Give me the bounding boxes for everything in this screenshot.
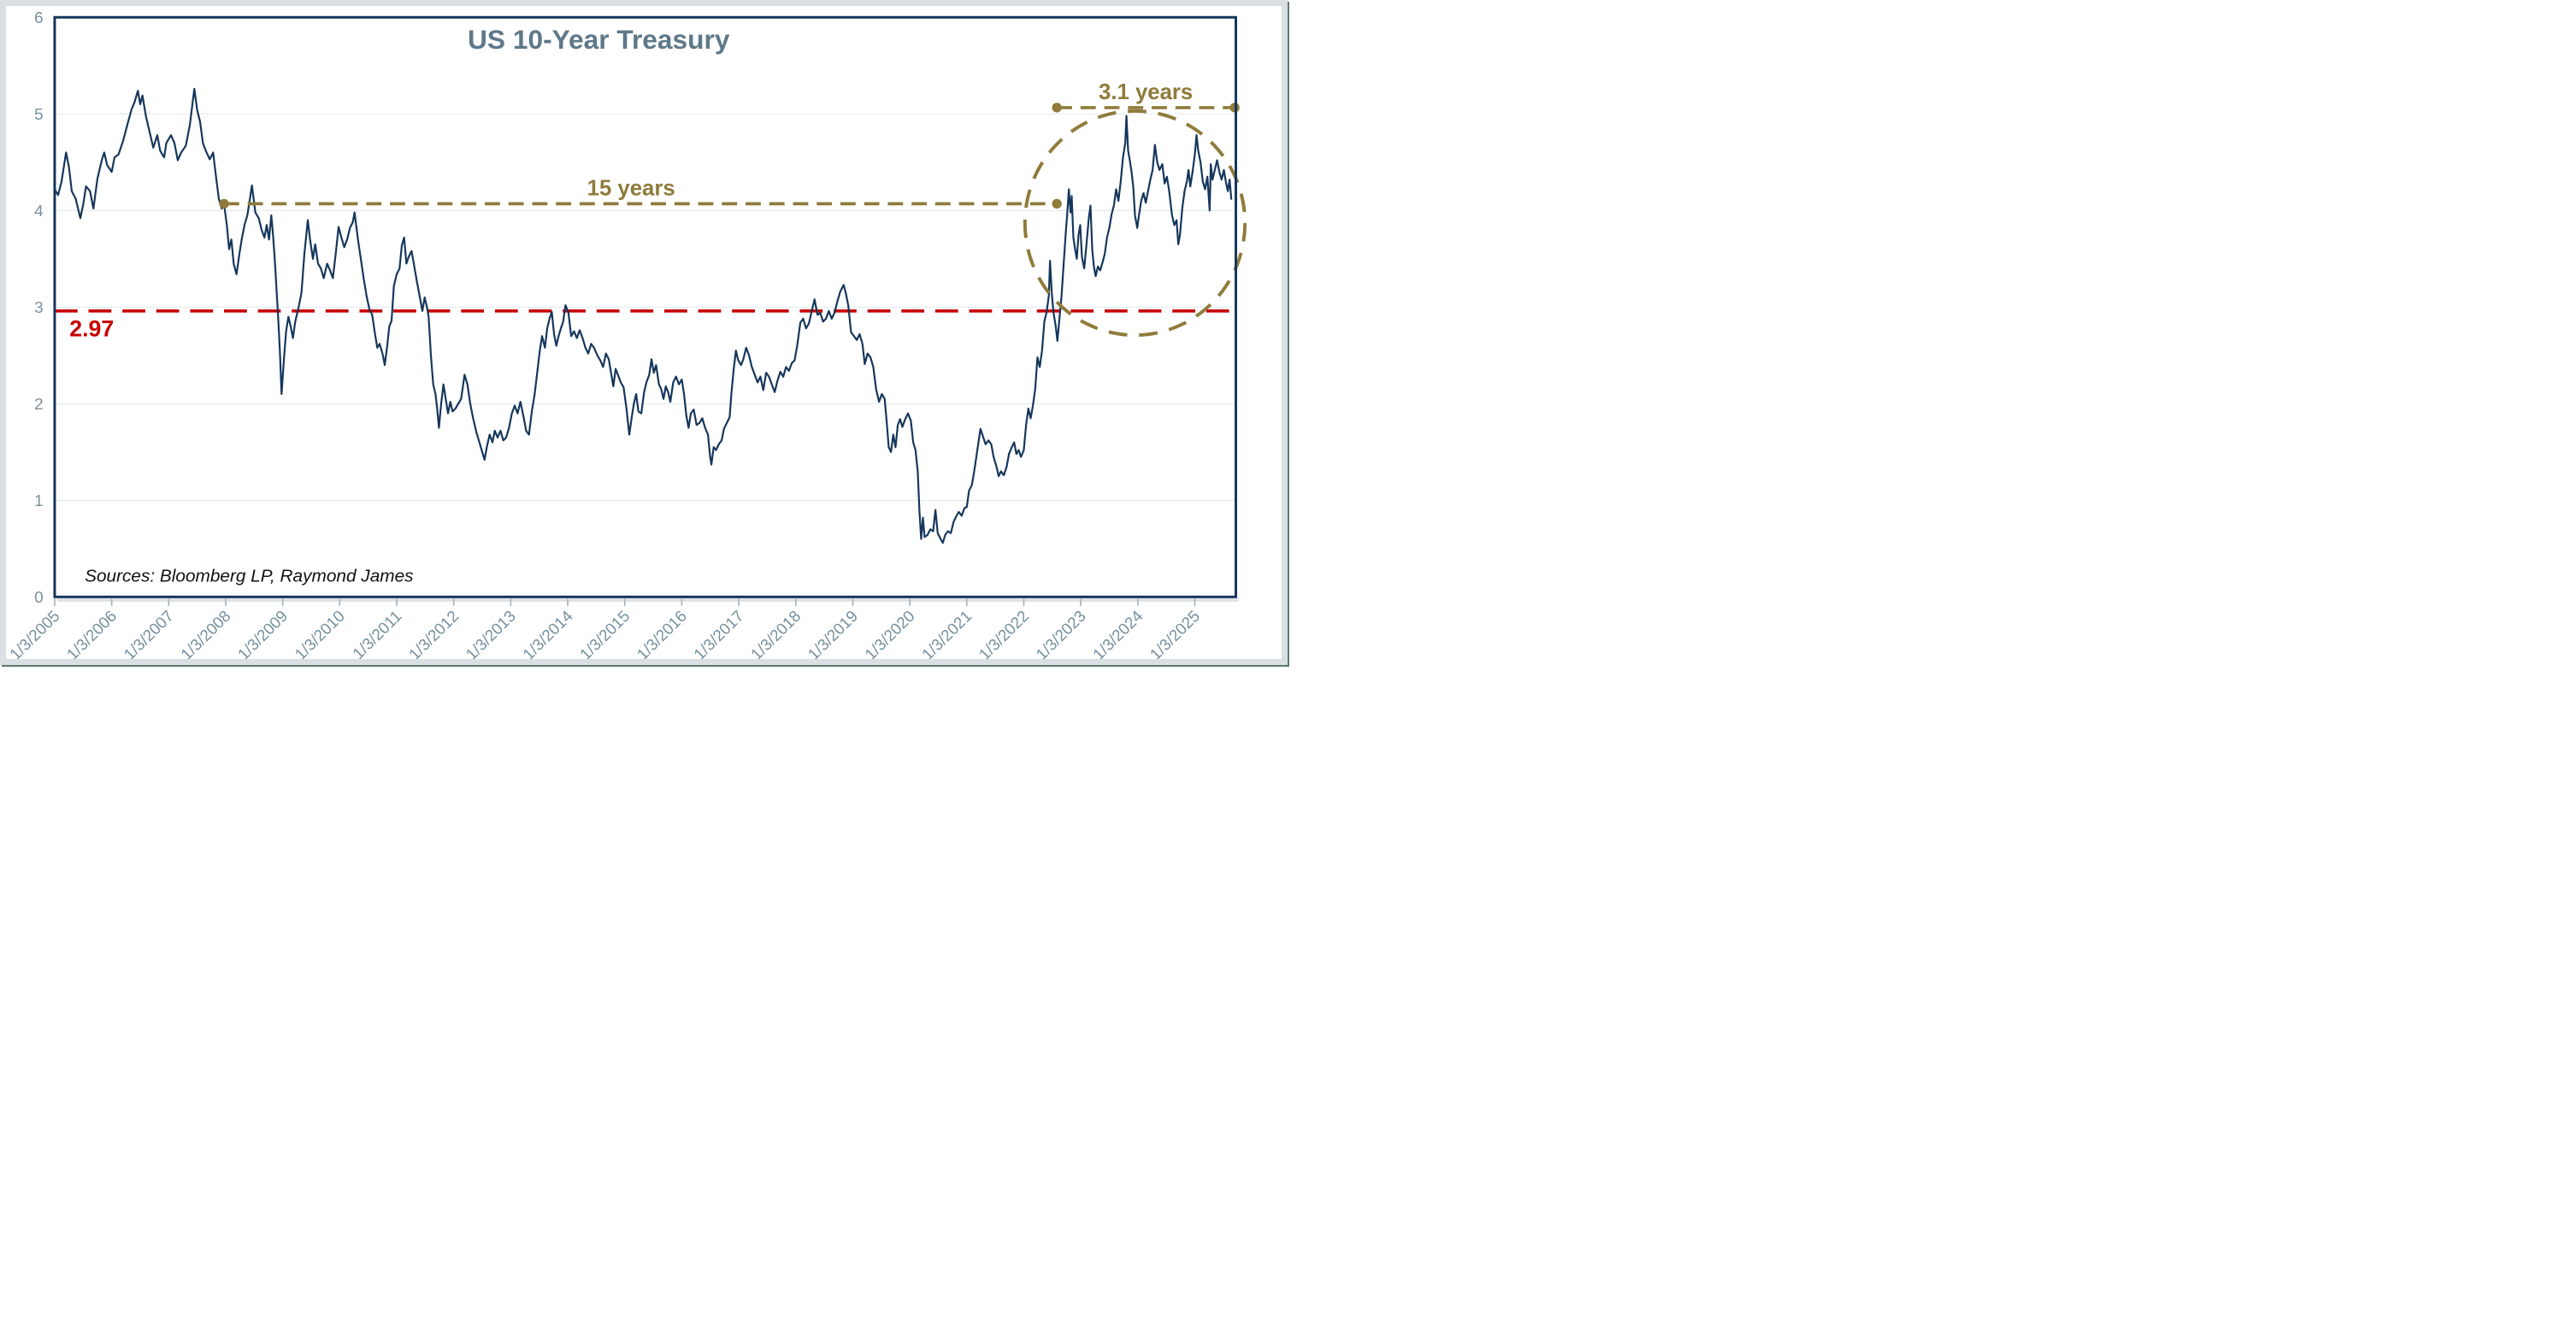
x-axis-tick-label: 1/3/2021 [918,607,976,659]
source-note: Sources: Bloomberg LP, Raymond James [85,567,413,586]
x-axis-tick-label: 1/3/2007 [120,607,177,659]
plot-border [53,15,1238,598]
x-axis-tick-label: 1/3/2008 [177,607,234,659]
three-point-one-years-label: 3.1 years [1099,80,1193,104]
x-axis-tick-label: 1/3/2018 [747,607,805,659]
x-axis-tick-label: 1/3/2011 [349,607,405,659]
reference-value-label: 2.97 [69,315,114,341]
x-axis-tick-label: 1/3/2022 [976,607,1033,659]
x-axis-tick-label: 1/3/2009 [234,607,292,659]
y-axis-tick-label: 2 [34,395,43,413]
x-axis-tick-label: 1/3/2013 [462,607,519,659]
duration-endpoint-dot [1052,103,1062,113]
fifteen-years-label: 15 years [587,177,675,201]
x-axis-tick-label: 1/3/2024 [1089,607,1147,659]
x-axis-tick-label: 1/3/2012 [405,607,463,659]
y-axis-tick-label: 3 [34,298,43,316]
x-axis-tick-label: 1/3/2010 [291,607,348,659]
x-axis-tick-label: 1/3/2014 [519,607,576,659]
duration-endpoint-dot [1052,198,1062,209]
x-axis-tick-label: 1/3/2025 [1147,607,1204,659]
yield-line [53,87,1233,544]
highlight-ellipse [1023,109,1247,338]
x-axis-tick-label: 1/3/2015 [576,607,634,659]
y-axis-tick-label: 0 [34,588,43,606]
x-axis-shadow [56,598,1239,602]
chart-title: US 10-Year Treasury [468,24,730,55]
y-axis-tick-label: 6 [34,9,43,26]
duration-endpoint-dot [219,198,229,209]
x-axis-tick-label: 1/3/2020 [861,607,918,659]
y-axis-tick-label: 5 [34,105,43,123]
x-axis-tick-label: 1/3/2006 [63,607,121,659]
x-axis-tick-label: 1/3/2019 [805,607,862,659]
y-axis-tick-label: 4 [34,202,43,220]
x-axis-tick-label: 1/3/2005 [6,607,63,659]
y-axis-tick-label: 1 [34,491,43,509]
chart-page: 1/3/2005 1/3/2006 1/3/2007 1/3/2008 1/3/2009… [0,0,1288,665]
x-axis-tick-label: 1/3/2023 [1032,607,1089,659]
treasury-chart-svg: 1/3/2005 1/3/2006 1/3/2007 1/3/2008 1/3/2009… [6,9,1247,659]
x-axis-tick-label: 1/3/2016 [634,607,691,659]
x-axis-tick-label: 1/3/2017 [690,607,747,659]
